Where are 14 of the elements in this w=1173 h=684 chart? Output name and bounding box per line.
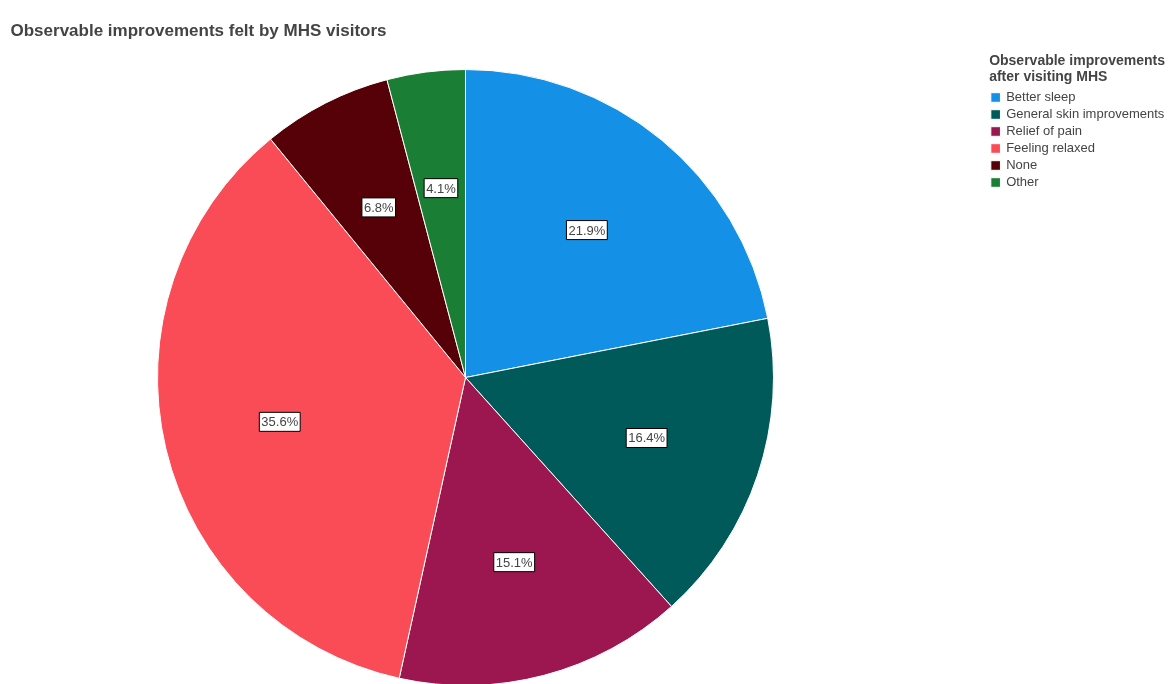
chart-title: Observable improvements felt by MHS visitors bbox=[10, 20, 387, 40]
data-label: 15.1% bbox=[495, 554, 534, 570]
legend-label: General skin improvements bbox=[1006, 106, 1165, 121]
legend-label: Feeling relaxed bbox=[1006, 140, 1096, 155]
legend-title: Observable improvements after visiting MHS bbox=[989, 52, 1165, 84]
legend-label: Other bbox=[1006, 174, 1039, 189]
data-label: 16.4% bbox=[628, 430, 666, 446]
data-label: 6.8% bbox=[363, 199, 394, 215]
legend-label: Relief of pain bbox=[1006, 123, 1083, 138]
legend-label: Better sleep bbox=[1006, 89, 1076, 104]
legend-label: None bbox=[1006, 157, 1038, 172]
data-label: 35.6% bbox=[261, 414, 299, 430]
data-label: 4.1% bbox=[426, 180, 457, 196]
data-label: 21.9% bbox=[568, 222, 606, 238]
